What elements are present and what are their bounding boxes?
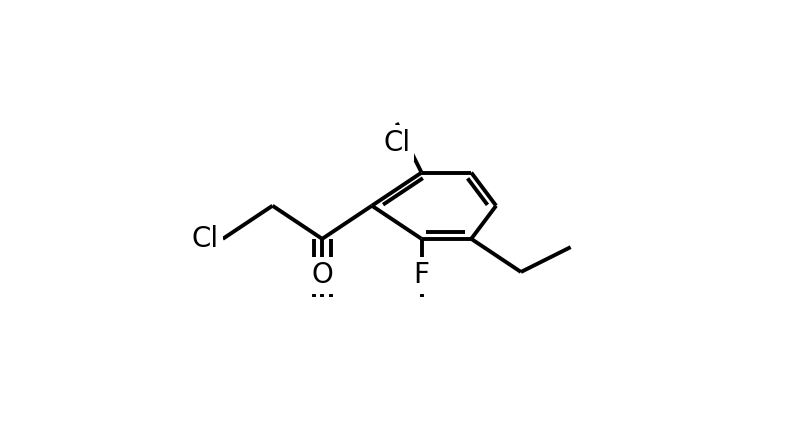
Text: Cl: Cl	[383, 129, 411, 157]
Text: Cl: Cl	[191, 225, 219, 253]
Text: O: O	[311, 262, 333, 289]
Text: F: F	[414, 262, 429, 289]
